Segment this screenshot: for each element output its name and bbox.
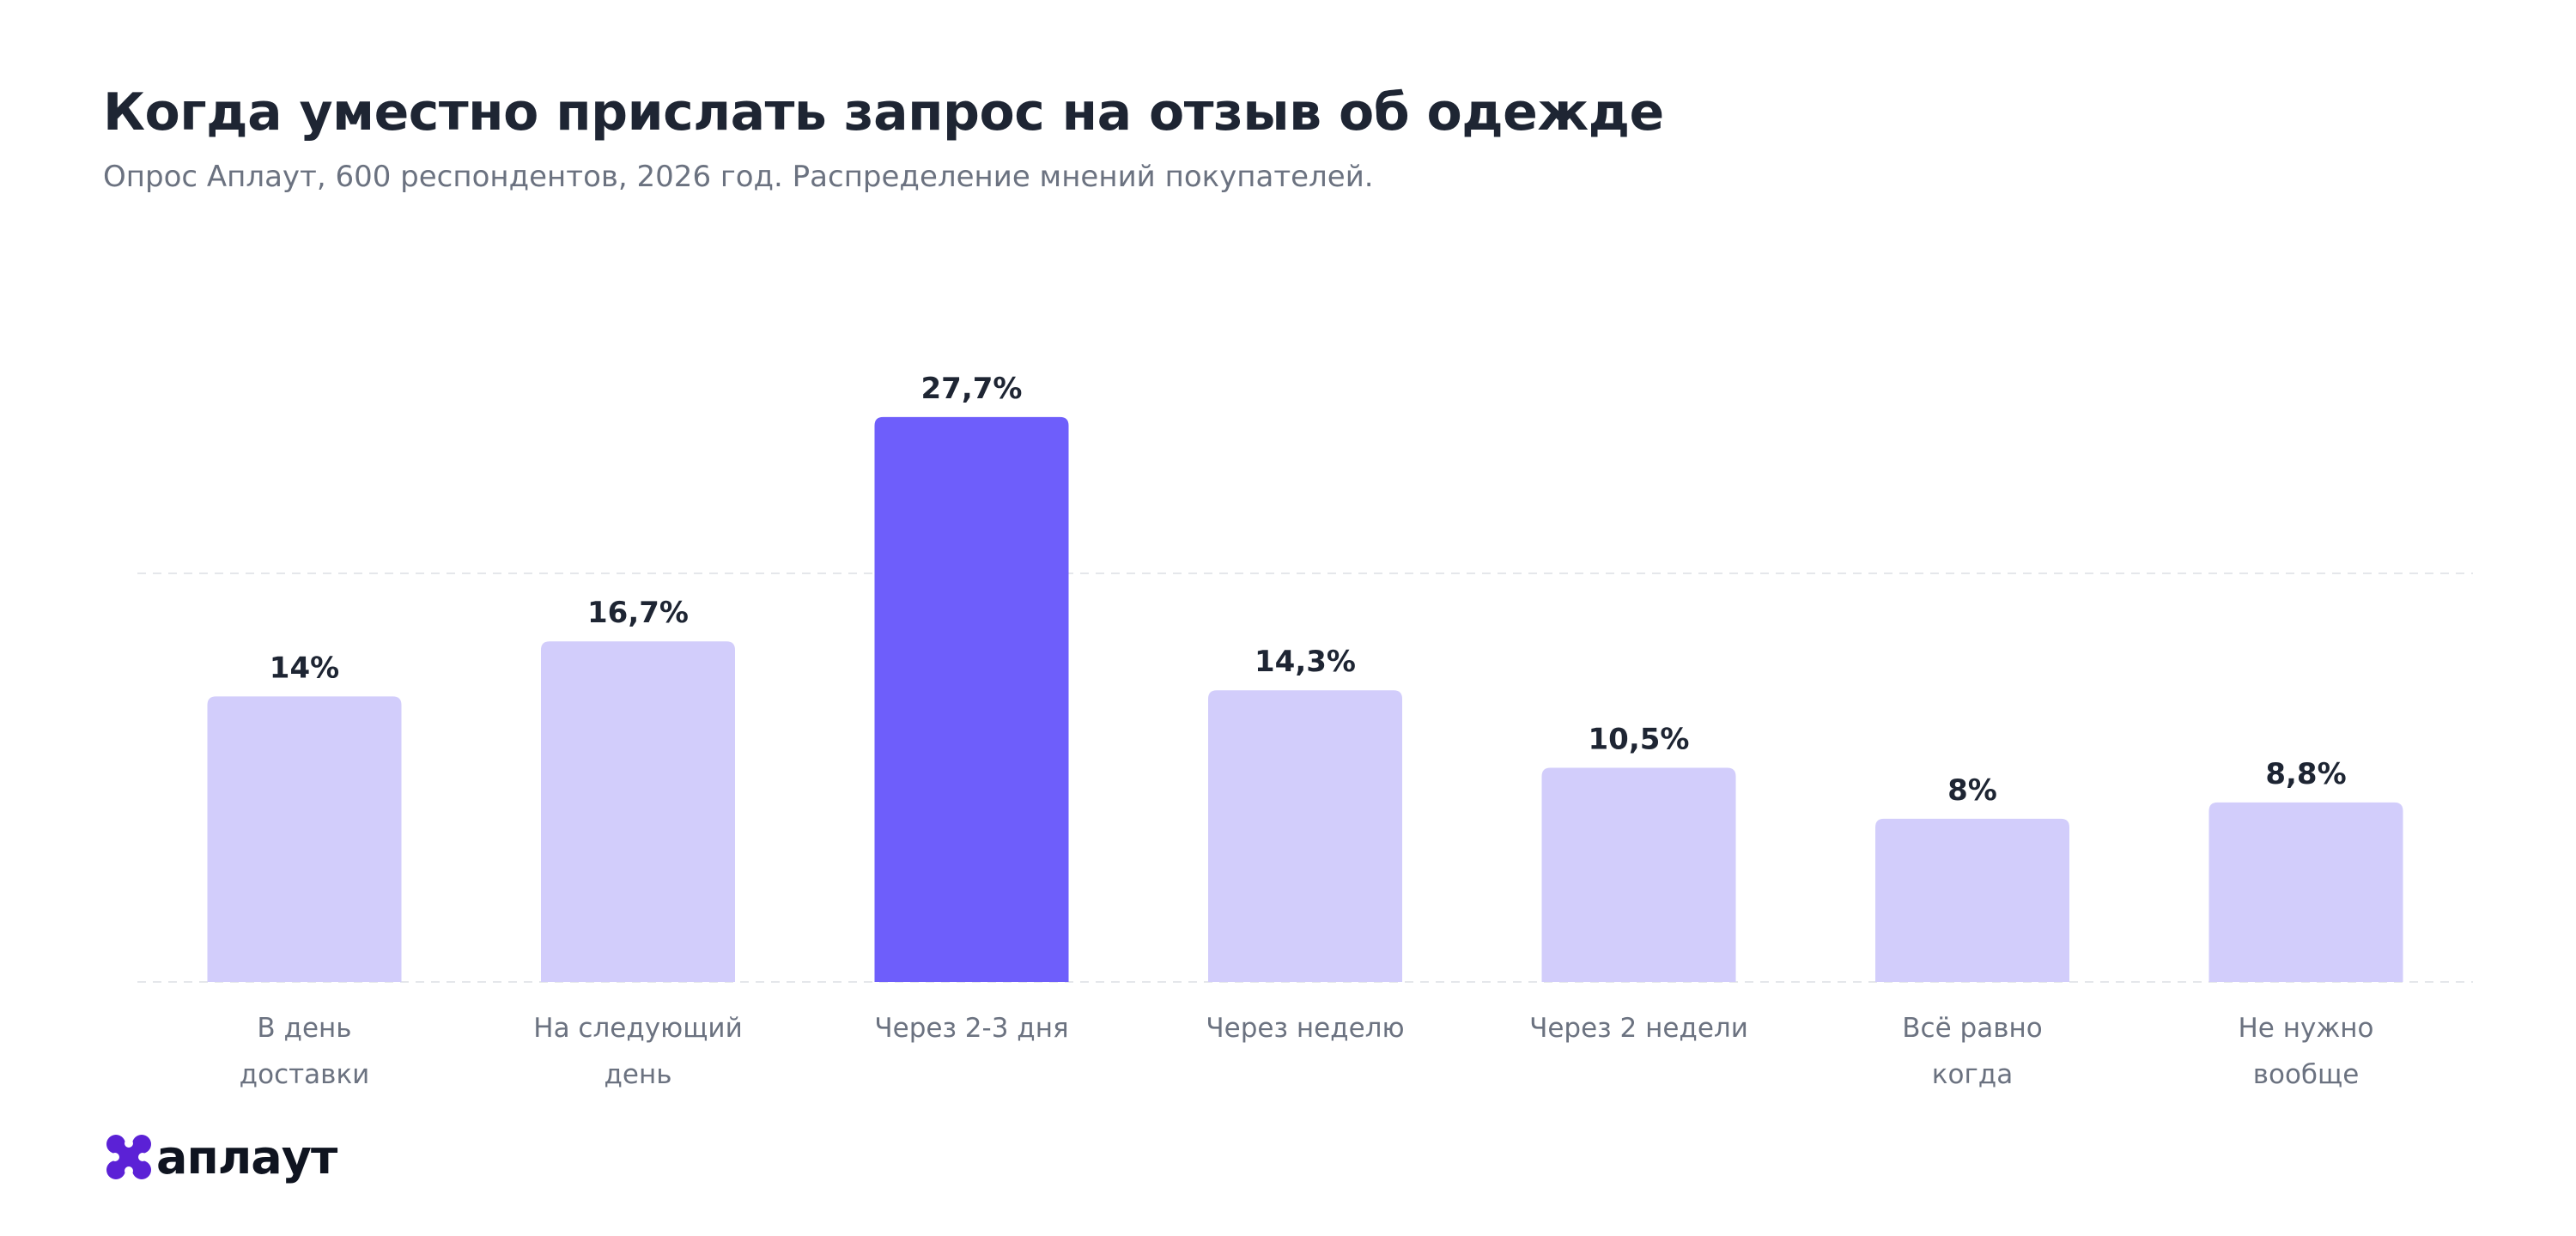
bar (1208, 690, 1402, 982)
category-label: вообще (2253, 1059, 2360, 1090)
category-label: доставки (240, 1059, 370, 1090)
category-label: Не нужно (2238, 1013, 2373, 1044)
chart-title: Когда уместно прислать запрос на отзыв о… (103, 82, 1664, 142)
value-label: 16,7% (587, 596, 689, 630)
value-label: 27,7% (921, 372, 1023, 406)
bar (207, 696, 402, 982)
brand-logo: аплаут (106, 1130, 337, 1184)
category-label: Через 2 недели (1529, 1013, 1748, 1044)
bar (1541, 767, 1736, 982)
category-label: Всё равно (1902, 1013, 2042, 1044)
category-label: В день (257, 1013, 351, 1044)
category-label: Через 2-3 дня (874, 1013, 1068, 1044)
aplaut-logo-icon (106, 1135, 151, 1179)
category-label: когда (1932, 1059, 2013, 1090)
value-label: 8% (1947, 773, 1997, 808)
bar (541, 641, 735, 982)
value-label: 10,5% (1589, 723, 1690, 757)
brand-name: аплаут (156, 1130, 337, 1184)
category-label: На следующий (533, 1013, 742, 1044)
chart-subtitle: Опрос Аплаут, 600 респондентов, 2026 год… (103, 160, 1374, 194)
value-label: 14% (270, 651, 339, 685)
value-label: 8,8% (2265, 757, 2346, 791)
bar (2208, 802, 2403, 982)
value-label: 14,3% (1255, 645, 1356, 679)
category-label: Через неделю (1206, 1013, 1404, 1044)
bar (1875, 818, 2069, 982)
category-label: день (604, 1059, 671, 1090)
bar (874, 416, 1069, 982)
